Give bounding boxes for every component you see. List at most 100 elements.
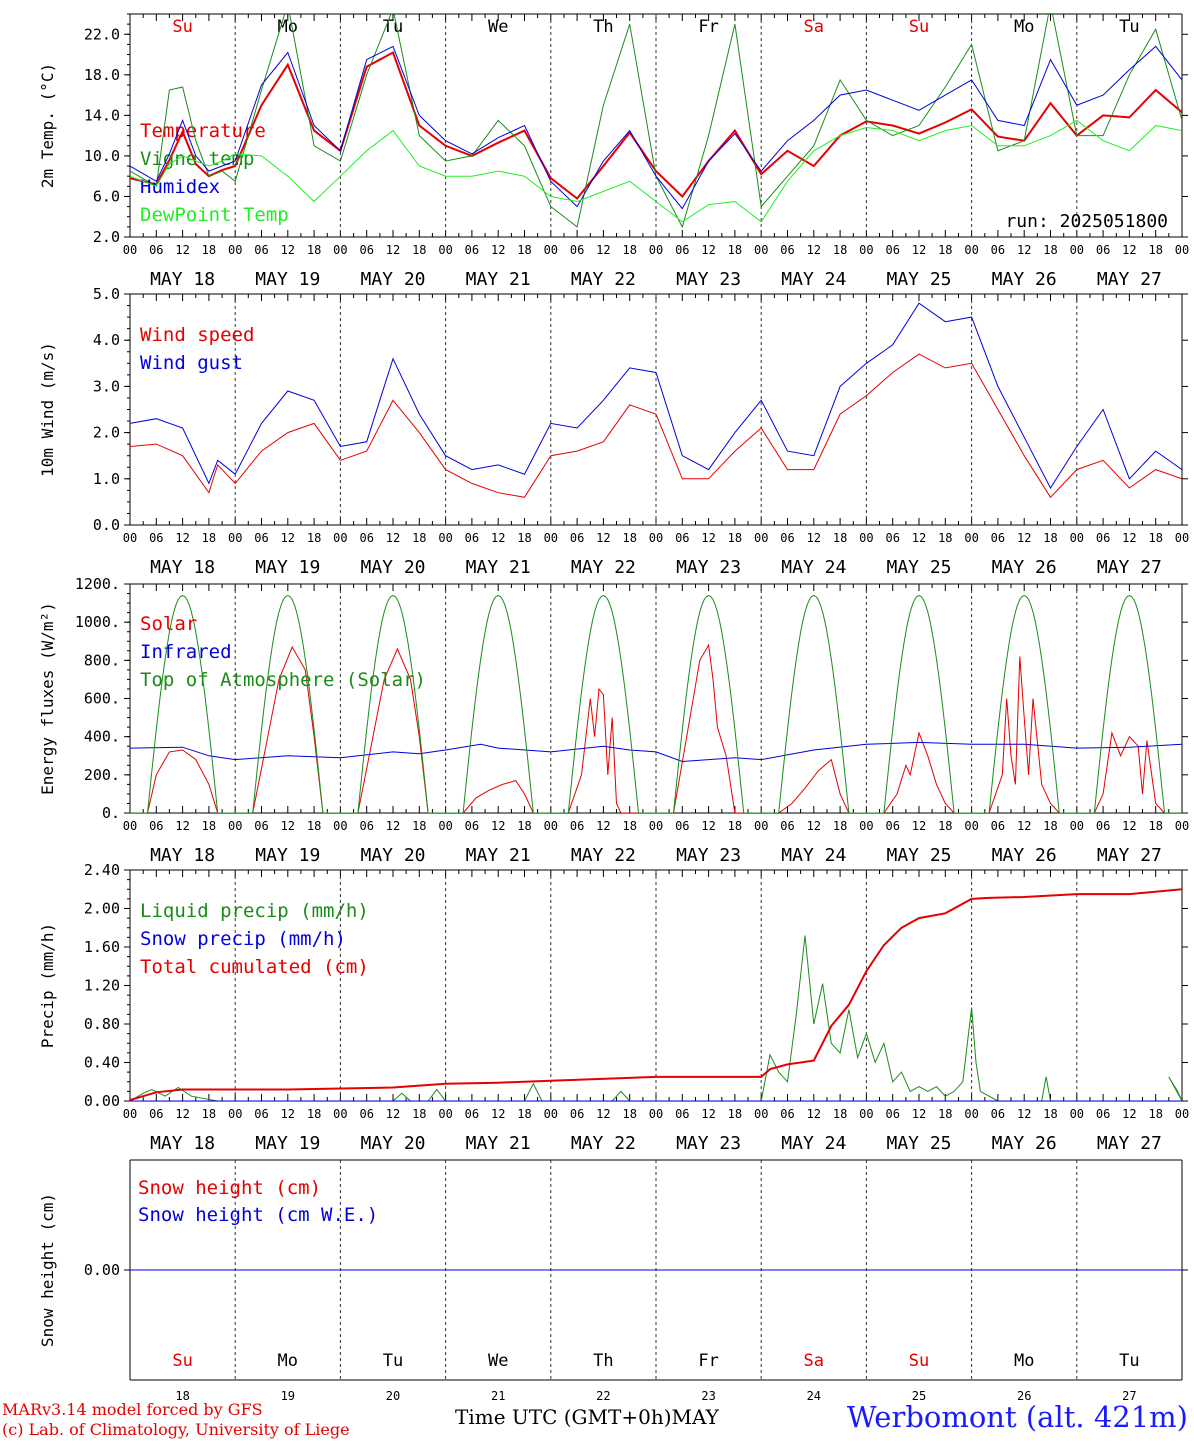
hour-label: 06 [991,1107,1005,1121]
hour-label: 00 [964,819,978,833]
panel-precip: 0.00 0.40 0.80 1.20 1.60 2.00 2.40 Precip (mm/h… [38,861,1189,1154]
hour-label: 12 [281,243,295,257]
date-label: MAY 22 [571,269,636,290]
series-wind-1 [130,302,1182,490]
day-number-label: 23 [701,1389,715,1403]
hour-label: 00 [544,531,558,545]
date-label: MAY 27 [1097,1133,1162,1154]
weekday-label: Fr [698,17,718,37]
legend-temperature-3: DewPoint Temp [140,204,289,226]
y-axis-label: Energy fluxes (W/m²) [38,602,57,795]
hour-label: 06 [254,819,268,833]
hour-label: 06 [780,531,794,545]
hour-label: 12 [491,1107,505,1121]
hour-label: 06 [1096,531,1110,545]
hour-label: 12 [386,243,400,257]
hour-label: 06 [359,531,373,545]
date-label: MAY 26 [992,269,1057,290]
legend-wind-0: Wind speed [140,324,254,346]
hour-label: 00 [438,1107,452,1121]
hour-label: 06 [675,243,689,257]
hour-label: 00 [544,819,558,833]
hour-label: 18 [202,819,216,833]
date-label: MAY 21 [466,845,531,866]
hour-label: 00 [1175,819,1189,833]
time-axis-label: Time UTC (GMT+0h)MAY [455,1405,719,1429]
hour-label: 06 [885,819,899,833]
weekday-label: Mo [278,1351,298,1371]
date-label: MAY 19 [255,845,320,866]
y-tick-label: 0.0 [93,516,120,534]
hour-label: 12 [807,531,821,545]
hour-label: 00 [228,531,242,545]
legend-temperature-2: Humidex [140,176,220,198]
hour-label: 18 [412,1107,426,1121]
date-label: MAY 25 [886,1133,951,1154]
hour-label: 00 [754,1107,768,1121]
hour-label: 06 [885,1107,899,1121]
y-tick-label: 0. [102,804,120,822]
legend-precip-0: Liquid precip (mm/h) [140,900,369,922]
hour-label: 18 [833,531,847,545]
hour-label: 18 [517,1107,531,1121]
hour-label: 18 [412,531,426,545]
hour-label: 18 [1148,531,1162,545]
weekday-label: Su [172,1351,192,1371]
y-axis-label: Precip (mm/h) [38,923,57,1048]
y-tick-label: 2.00 [84,900,120,918]
weekday-label: We [488,17,508,37]
hour-label: 00 [754,531,768,545]
hour-label: 18 [307,531,321,545]
hour-label: 00 [333,1107,347,1121]
hour-label: 00 [228,819,242,833]
hour-label: 12 [596,531,610,545]
series-precip-2 [130,888,1182,1101]
legend-energy-0: Solar [140,613,197,635]
panel-wind: 0.0 1.0 2.0 3.0 4.0 5.0 10m Wind (m/s) 00 06 12 18… [38,285,1189,578]
hour-label: 06 [1096,1107,1110,1121]
day-number-label: 21 [491,1389,505,1403]
hour-label: 00 [964,531,978,545]
hour-label: 12 [1122,243,1136,257]
hour-label: 00 [228,1107,242,1121]
date-label: MAY 23 [676,845,741,866]
weekday-label: Mo [1014,17,1034,37]
y-tick-label: 4.0 [93,331,120,349]
legend-snow-0: Snow height (cm) [138,1177,321,1199]
date-label: MAY 23 [676,557,741,578]
hour-label: 00 [544,1107,558,1121]
date-label: MAY 24 [781,269,846,290]
month-label: MAY [671,1405,719,1429]
day-number-label: 19 [281,1389,295,1403]
hour-label: 18 [938,531,952,545]
panel-temperature: 2.0 6.0 10.0 14.0 18.0 22.0 2m Temp. (°C) 00 06 1… [38,13,1189,290]
hour-label: 00 [438,531,452,545]
y-tick-label: 10.0 [84,147,120,165]
hour-label: 00 [1070,531,1084,545]
hour-label: 00 [754,243,768,257]
hour-label: 00 [228,243,242,257]
hour-label: 18 [412,243,426,257]
date-label: MAY 26 [992,557,1057,578]
y-tick-label: 1000. [75,613,120,631]
credit-line: (c) Lab. of Climatology, University of L… [2,1420,350,1439]
hour-label: 12 [701,531,715,545]
y-tick-label: 1200. [75,575,120,593]
hour-label: 06 [254,243,268,257]
series-precip-0 [130,935,1182,1101]
hour-label: 06 [885,531,899,545]
date-label: MAY 20 [360,1133,425,1154]
hour-label: 12 [807,243,821,257]
day-number-label: 26 [1017,1389,1031,1403]
weekday-label: Su [909,1351,929,1371]
day-number-label: 18 [175,1389,189,1403]
hour-label: 06 [1096,243,1110,257]
hour-label: 00 [859,531,873,545]
date-label: MAY 25 [886,845,951,866]
hour-label: 06 [570,1107,584,1121]
hour-label: 12 [491,819,505,833]
hour-label: 00 [333,531,347,545]
hour-label: 06 [991,819,1005,833]
hour-label: 12 [386,531,400,545]
date-label: MAY 27 [1097,845,1162,866]
